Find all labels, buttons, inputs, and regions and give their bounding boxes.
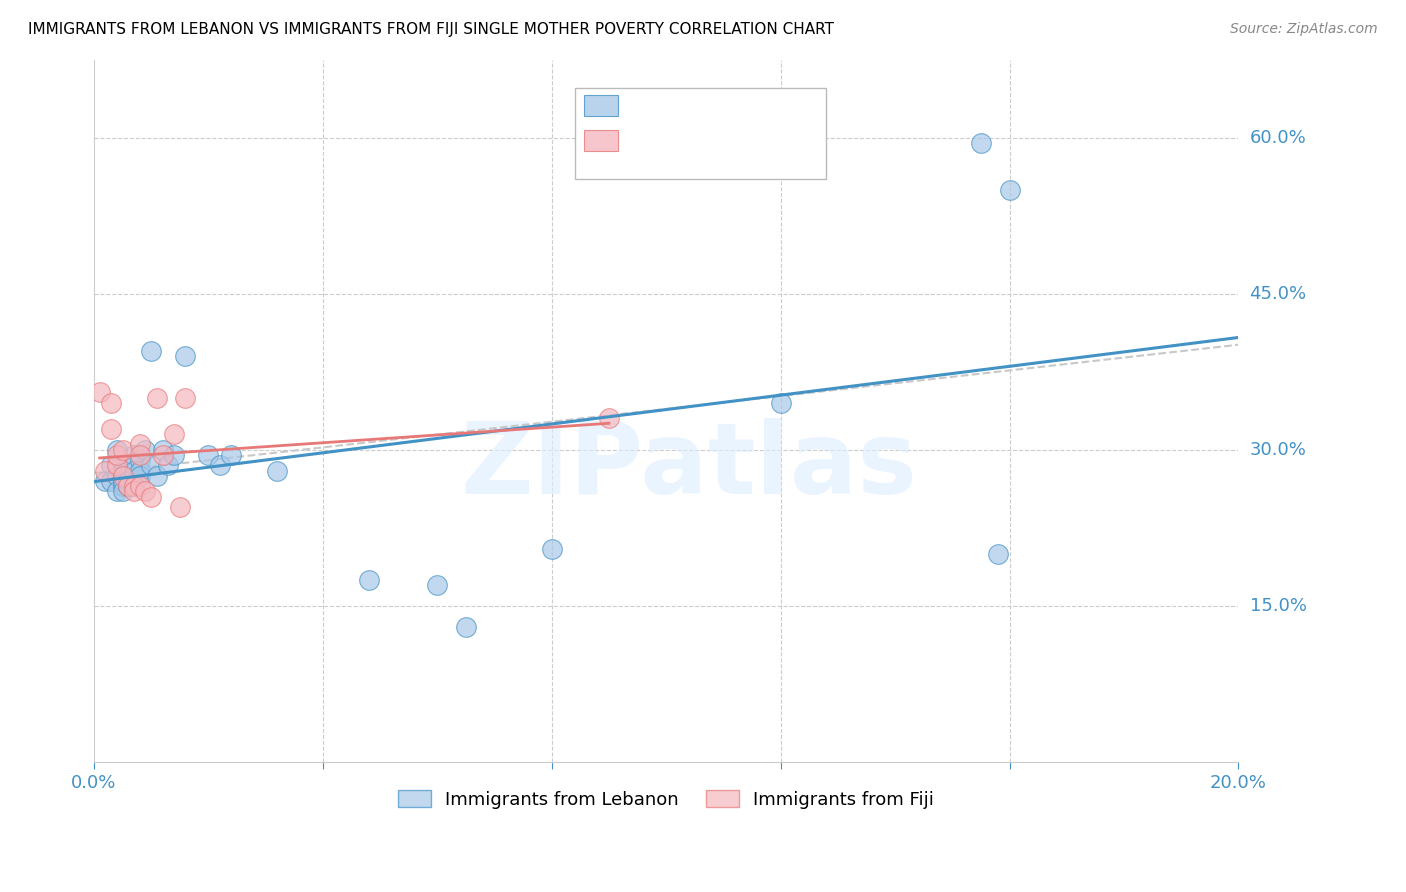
Point (598, 411, 620, 425)
Text: 60.0%: 60.0% (1250, 128, 1306, 146)
Legend: Immigrants from Lebanon, Immigrants from Fiji: Immigrants from Lebanon, Immigrants from… (391, 782, 941, 816)
Point (122, 448, 145, 462)
Point (970, 136, 993, 150)
Point (105, 458, 128, 473)
Point (128, 453, 150, 467)
Point (540, 541, 562, 556)
Point (94, 474, 117, 488)
Point (208, 458, 231, 473)
Point (117, 479, 139, 493)
Point (134, 484, 156, 499)
Point (105, 448, 128, 462)
Point (128, 448, 150, 462)
Point (426, 578, 449, 592)
Point (134, 442, 156, 457)
Text: R = 0.429   N = 41: R = 0.429 N = 41 (631, 96, 796, 114)
Point (266, 463, 288, 477)
Text: 45.0%: 45.0% (1250, 285, 1306, 302)
Point (174, 391, 197, 405)
Point (111, 442, 134, 457)
Point (111, 468, 134, 483)
Point (117, 468, 139, 483)
Point (111, 463, 134, 477)
Point (105, 442, 128, 457)
Point (122, 458, 145, 473)
Point (117, 474, 139, 488)
Point (157, 458, 180, 473)
Point (100, 396, 122, 410)
FancyBboxPatch shape (575, 87, 827, 179)
Point (174, 349, 197, 363)
Point (105, 468, 128, 483)
Point (163, 448, 186, 462)
Point (111, 479, 134, 493)
Point (128, 437, 150, 451)
Point (987, 547, 1010, 561)
Point (152, 448, 174, 462)
Point (128, 463, 150, 477)
Point (122, 484, 145, 499)
Point (100, 474, 122, 488)
Point (100, 458, 122, 473)
Point (146, 468, 169, 483)
Point (94, 463, 117, 477)
Point (219, 448, 242, 462)
Point (111, 484, 134, 499)
Point (105, 484, 128, 499)
FancyBboxPatch shape (583, 95, 619, 116)
Point (89, 385, 111, 400)
Point (128, 479, 150, 493)
Text: Source: ZipAtlas.com: Source: ZipAtlas.com (1230, 22, 1378, 37)
Point (141, 458, 163, 473)
Point (100, 422, 122, 436)
Point (169, 500, 191, 514)
Point (141, 343, 163, 358)
Point (117, 479, 139, 493)
Point (163, 427, 186, 442)
Text: 30.0%: 30.0% (1250, 441, 1306, 458)
Point (128, 468, 150, 483)
Point (152, 442, 174, 457)
Point (454, 619, 477, 633)
Point (111, 468, 134, 483)
Point (146, 391, 169, 405)
Point (122, 479, 145, 493)
Text: 15.0%: 15.0% (1250, 597, 1306, 615)
Text: R = 0.332   N = 22: R = 0.332 N = 22 (631, 131, 796, 149)
FancyBboxPatch shape (583, 130, 619, 151)
Point (197, 448, 219, 462)
Point (122, 479, 145, 493)
Text: ZIPatlas: ZIPatlas (461, 418, 918, 516)
Point (357, 573, 380, 587)
Point (111, 474, 134, 488)
Point (122, 463, 145, 477)
Point (769, 396, 792, 410)
Text: IMMIGRANTS FROM LEBANON VS IMMIGRANTS FROM FIJI SINGLE MOTHER POVERTY CORRELATIO: IMMIGRANTS FROM LEBANON VS IMMIGRANTS FR… (28, 22, 834, 37)
Point (141, 490, 163, 504)
Point (998, 183, 1021, 197)
